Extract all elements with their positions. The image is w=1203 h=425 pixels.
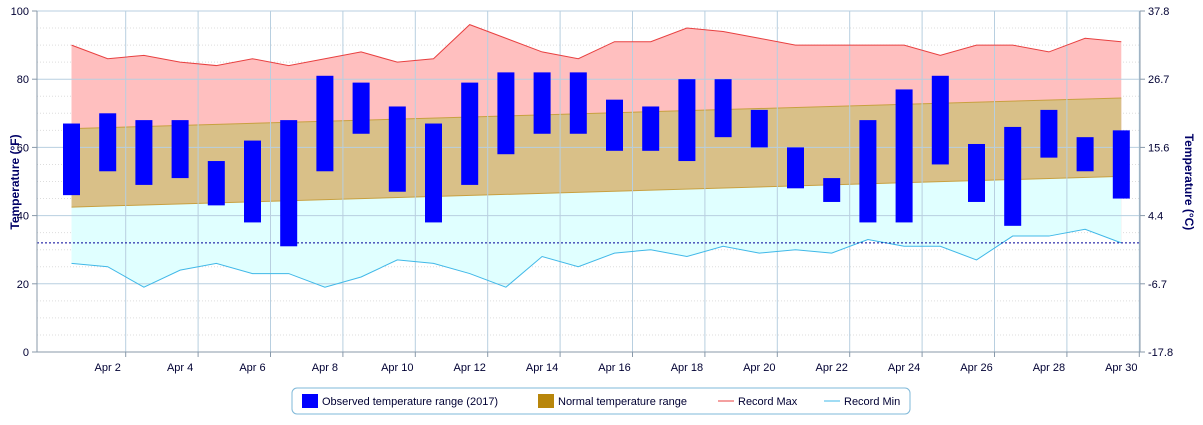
observed-range-bar[interactable] [569,72,587,134]
y-axis-title: Temperature (°F) [8,134,22,229]
y2-axis-title: Temperature (°C) [1182,134,1196,231]
x-tick-label: Apr 8 [312,362,338,374]
normal-range-band [71,97,1122,208]
x-tick-label: Apr 22 [815,362,847,374]
observed-range-bar[interactable] [678,79,696,162]
observed-range-bar[interactable] [352,82,370,134]
observed-range-bar[interactable] [497,72,515,155]
x-tick-label: Apr 24 [888,362,920,374]
y2-tick-label: 15.6 [1148,142,1169,154]
legend: Observed temperature range (2017) Normal … [291,387,911,415]
x-tick-label: Apr 12 [453,362,485,374]
observed-range-bar[interactable] [931,75,949,165]
record-max-line [71,24,1122,67]
observed-range-bar[interactable] [1004,126,1022,226]
observed-range-bar[interactable] [244,140,261,223]
x-tick-label: Apr 2 [95,362,121,374]
observed-range-bar[interactable] [99,113,117,172]
observed-range-bar[interactable] [823,178,841,202]
legend-box [291,387,911,415]
x-tick-label: Apr 26 [960,362,992,374]
observed-range-bar[interactable] [388,106,406,192]
observed-range-bar[interactable] [461,82,479,185]
x-tick-label: Apr 28 [1033,362,1065,374]
record-min-area [71,176,1122,288]
observed-range-bar[interactable] [714,79,732,138]
legend-item[interactable]: Record Max [718,396,798,408]
y-tick-label: 80 [17,74,29,86]
y2-tick-label: 26.7 [1148,74,1169,86]
observed-range-bar[interactable] [280,120,298,247]
observed-range-bar[interactable] [606,99,623,151]
observed-range-bar[interactable] [642,106,660,151]
y-tick-label: 20 [17,279,29,291]
observed-range-bar[interactable] [859,120,877,223]
areas [71,24,1122,288]
x-tick-label: Apr 14 [526,362,558,374]
legend-label: Normal temperature range [558,396,687,408]
x-tick-label: Apr 20 [743,362,775,374]
x-tick-label: Apr 30 [1105,362,1137,374]
y2-tick-label: -6.7 [1148,279,1167,291]
lines [37,10,1140,353]
observed-range-bar[interactable] [968,143,985,202]
observed-range-bar[interactable] [1040,109,1058,158]
legend-item[interactable]: Normal temperature range [538,394,687,408]
y-tick-label: 100 [11,6,29,18]
observed-bars [63,72,1130,247]
x-tick-label: Apr 18 [671,362,703,374]
axes: 0 20 40 60 80 100 -17.8 -6.7 4.4 15.6 26.7 37.8 Apr … [11,6,1173,374]
x-tick-label: Apr 4 [167,362,193,374]
observed-range-bar[interactable] [1112,130,1130,199]
y2-tick-label: 4.4 [1148,211,1163,223]
observed-range-bar[interactable] [316,75,334,172]
observed-range-bar[interactable] [135,120,153,185]
observed-range-bar[interactable] [750,109,768,148]
y2-tick-label: 37.8 [1148,6,1169,18]
observed-range-bar[interactable] [207,161,225,206]
record-min-line [71,228,1122,288]
legend-item[interactable]: Observed temperature range (2017) [302,394,498,408]
y-tick-label: 40 [17,211,29,223]
observed-range-bar[interactable] [895,89,913,223]
legend-item[interactable]: Record Min [824,396,900,408]
legend-label: Record Max [738,396,798,408]
legend-swatch [538,394,554,408]
observed-range-bar[interactable] [787,147,804,189]
observed-range-bar[interactable] [425,123,442,223]
legend-swatch [302,394,318,408]
y2-tick-label: -17.8 [1148,347,1173,359]
x-tick-label: Apr 6 [239,362,265,374]
legend-label: Observed temperature range (2017) [322,396,498,408]
legend-label: Record Min [844,396,900,408]
y-tick-label: 60 [17,142,29,154]
y-tick-label: 0 [23,347,29,359]
observed-range-bar[interactable] [63,123,80,196]
observed-range-bar[interactable] [533,72,551,134]
x-tick-label: Apr 10 [381,362,413,374]
observed-range-bar[interactable] [1076,137,1094,172]
x-tick-label: Apr 16 [598,362,630,374]
observed-range-bar[interactable] [171,120,189,179]
